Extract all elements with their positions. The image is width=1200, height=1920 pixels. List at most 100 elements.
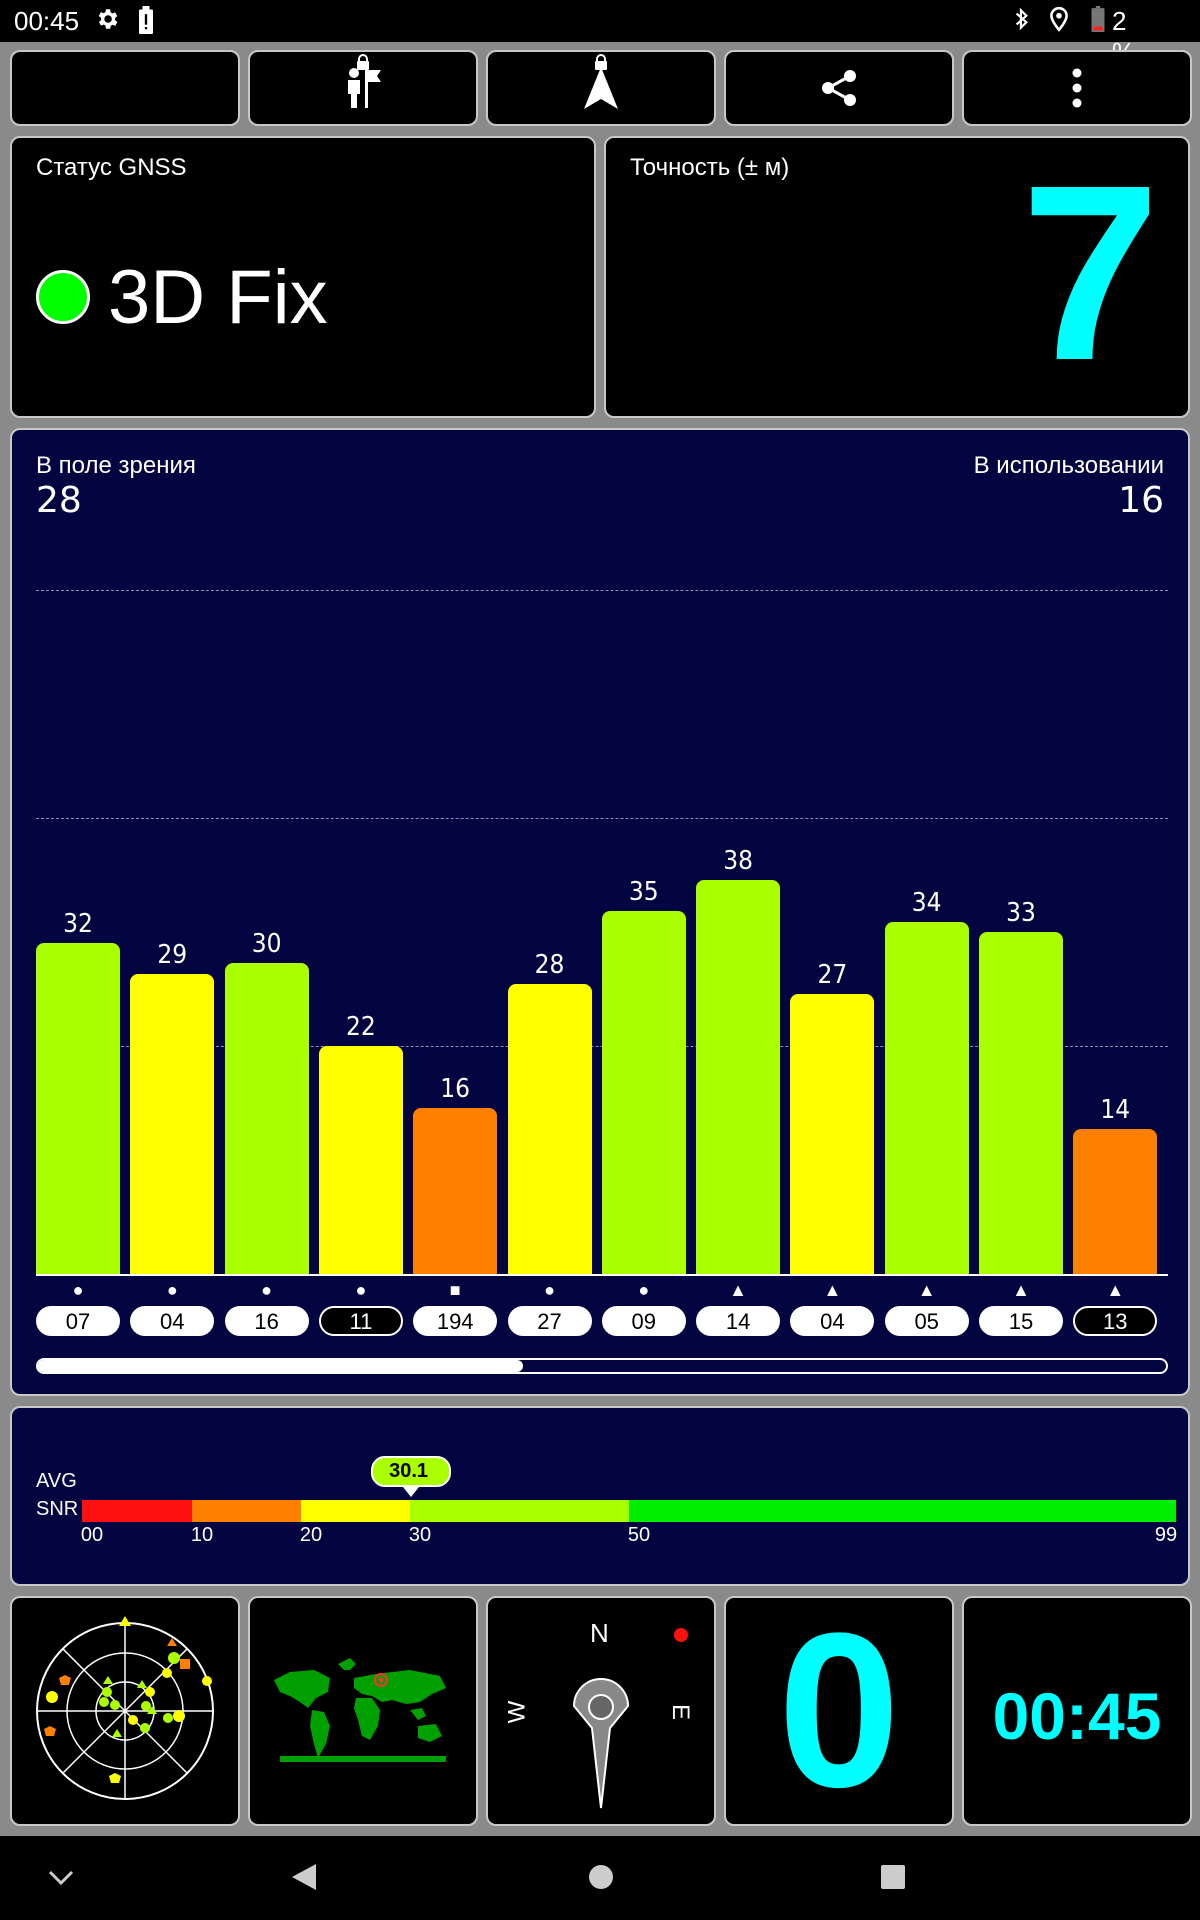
avg-snr-value: 30.1 [371,1456,452,1487]
snr-scale-segment [301,1500,410,1522]
signal-bar [36,942,120,1274]
snr-label: SNR [36,1498,79,1520]
navigation-bar [0,1836,1200,1920]
signal-bar [130,973,215,1274]
signal-bar [979,932,1063,1274]
night-mode-button[interactable] [10,50,240,126]
sky-plot [36,1616,214,1800]
avg-label: AVG [36,1470,77,1492]
navigation-arrow-icon [584,67,618,109]
avg-snr-card[interactable]: AVG SNR 00 10 20 30 50 99 30.1 [10,1406,1190,1586]
accuracy-card[interactable]: Точность (± м) 7 [604,136,1190,418]
world-map-icon [274,1658,446,1762]
compass-north: N [590,1618,609,1648]
snr-scale-segment [192,1500,301,1522]
satellite-prn-label: 15 [979,1306,1063,1336]
chart-baseline [36,1274,1168,1276]
constellation-circle-icon: ● [355,1280,367,1300]
gnss-status-value: 3D Fix [108,255,328,340]
satellite-prn-label: 04 [130,1306,215,1336]
signal-bar [507,983,592,1274]
share-icon [822,70,856,106]
snr-scale-segment [410,1500,629,1522]
signal-bar-value: 34 [911,887,942,918]
clock-tile[interactable]: 00:45 [962,1596,1192,1826]
compass-north-dot [674,1628,688,1642]
snr-bar-chart: 32 ● 07 29 ● 04 30 ● 16 22 ● 11 16 ■ 194 28 ● 27 35 ● 09 38 ▲ 1… [12,430,1188,1394]
speed-value: 0 [777,1596,901,1826]
gnss-status-card[interactable]: Статус GNSS 3D Fix [10,136,596,418]
more-vert-icon [1072,68,1082,108]
signal-bar-value: 30 [251,929,282,960]
satellite-prn-label: 13 [1073,1306,1158,1336]
recents-icon[interactable] [880,1864,906,1890]
satellite-prn-label: 194 [413,1306,498,1336]
satellite-prn-label: 04 [790,1306,875,1336]
snr-scale-segment [629,1500,1176,1522]
snr-tick-label: 10 [190,1524,214,1546]
signal-bar-value: 29 [157,939,188,970]
chart-scrollbar[interactable] [36,1358,1168,1374]
moon-icon [115,70,133,106]
signal-bar-value: 32 [63,908,93,939]
constellation-circle-icon: ● [638,1280,650,1300]
signal-bar-value: 38 [723,846,753,877]
constellation-triangle-icon: ▲ [917,1280,936,1300]
compass-needle-icon [572,1678,630,1809]
signal-bar [790,994,875,1274]
location-icon [1048,6,1070,39]
lock-icon [595,54,607,70]
in-view-count: 28 [36,480,82,521]
compass-tile[interactable]: N W E [486,1596,716,1826]
status-bar: 00:45 2 % [0,0,1200,67]
satellite-prn-label: 14 [696,1306,781,1336]
guide-button[interactable] [248,50,478,126]
bluetooth-icon [1012,6,1032,39]
constellation-circle-icon: ● [261,1280,273,1300]
lock-icon [357,54,369,70]
signal-bar [696,880,781,1274]
signal-bar [601,911,686,1274]
snr-tick-label: 30 [408,1524,432,1546]
signal-bar [318,1046,403,1274]
satellite-prn-label: 05 [884,1306,969,1336]
signal-bar-value: 14 [1100,1094,1131,1125]
home-icon[interactable] [588,1864,614,1890]
satellite-prn-label: 27 [507,1306,592,1336]
snr-tick-label: 99 [1154,1524,1178,1546]
speed-tile[interactable]: 0 [724,1596,954,1826]
chevron-down-icon[interactable] [46,1866,76,1888]
clock-value: 00:45 [992,1679,1162,1753]
constellation-triangle-icon: ▲ [729,1280,747,1300]
snr-tick-label: 00 [80,1524,104,1546]
share-button[interactable] [724,50,954,126]
signal-bar-value: 35 [628,877,659,908]
more-options-button[interactable] [962,50,1192,126]
snr-tick-label: 20 [299,1524,323,1546]
satellite-prn-label: 09 [601,1306,686,1336]
snr-scale [82,1500,1176,1522]
snr-tick-label: 50 [627,1524,651,1546]
constellation-square-icon: ■ [449,1280,461,1300]
back-icon[interactable] [290,1862,318,1892]
fix-indicator-dot [36,270,90,324]
navigation-button[interactable] [486,50,716,126]
in-view-label: В поле зрения [36,452,196,479]
sky-view-tile[interactable] [10,1596,240,1826]
snr-scale-segment [82,1500,192,1522]
person-flag-icon [348,68,381,108]
accuracy-value: 7 [1020,133,1160,412]
satellite-signal-card[interactable]: В поле зрения 28 В использовании 16 32 ● 0… [10,428,1190,1396]
signal-bar-value: 27 [817,960,848,991]
signal-bar-value: 28 [534,949,565,980]
constellation-triangle-icon: ▲ [1106,1280,1125,1300]
chart-scrollbar-thumb[interactable] [38,1360,524,1372]
signal-bar-value: 33 [1006,898,1036,929]
world-map-tile[interactable] [248,1596,478,1826]
battery-low-icon [1090,6,1106,39]
snr-tick-labels: 00 10 20 30 50 99 [12,1524,1188,1550]
gnss-status-label: Статус GNSS [36,154,187,181]
chart-gridline [36,590,1168,592]
signal-bar-value: 16 [440,1074,471,1105]
accuracy-label: Точность (± м) [630,154,790,181]
